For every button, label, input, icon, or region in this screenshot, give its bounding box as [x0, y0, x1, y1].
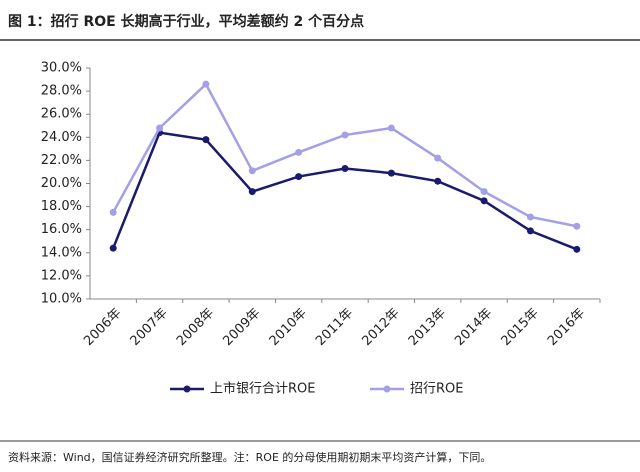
- point: [202, 136, 210, 144]
- point: [526, 213, 534, 221]
- legend-label: 上市银行合计ROE: [210, 381, 315, 397]
- point: [480, 197, 488, 205]
- point: [295, 148, 303, 156]
- point: [526, 227, 534, 235]
- source-note: 资料来源：Wind，国信证券经济研究所整理。注：ROE 的分母使用期初期末平均资…: [8, 450, 491, 464]
- point: [573, 245, 581, 253]
- y-tick-label: 16.0%: [41, 222, 82, 237]
- chart-title: 图 1：招行 ROE 长期高于行业，平均差额约 2 个百分点: [8, 13, 364, 30]
- x-tick-label: 2010年: [267, 306, 310, 349]
- point: [156, 124, 164, 132]
- x-tick-label: 2011年: [313, 306, 356, 349]
- point: [480, 188, 488, 196]
- x-tick-label: 2007年: [128, 306, 171, 349]
- point: [202, 80, 210, 88]
- point: [341, 131, 349, 139]
- x-tick-label: 2014年: [452, 306, 495, 349]
- series-line: [112, 82, 578, 228]
- y-tick-label: 14.0%: [41, 245, 82, 260]
- series-line: [112, 131, 578, 251]
- point: [248, 188, 256, 196]
- y-tick-label: 10.0%: [41, 292, 82, 307]
- legend-label: 招行ROE: [410, 382, 463, 397]
- point: [387, 124, 395, 132]
- point: [295, 173, 303, 181]
- y-tick-label: 12.0%: [41, 268, 82, 283]
- legend-marker: [383, 385, 391, 393]
- point: [434, 177, 442, 185]
- y-tick-label: 22.0%: [41, 153, 82, 168]
- legend-marker: [183, 385, 191, 393]
- point: [341, 164, 349, 172]
- y-tick-label: 26.0%: [41, 107, 82, 122]
- point: [573, 222, 581, 230]
- x-tick-label: 2012年: [359, 306, 402, 349]
- x-tick-label: 2006年: [81, 306, 124, 349]
- x-tick-label: 2015年: [499, 306, 542, 349]
- point: [387, 169, 395, 177]
- x-tick-label: 2008年: [174, 306, 217, 349]
- point: [109, 208, 117, 216]
- point: [248, 167, 256, 175]
- y-tick-label: 18.0%: [41, 199, 82, 214]
- x-tick-label: 2016年: [545, 306, 588, 349]
- x-tick-label: 2013年: [406, 306, 449, 349]
- y-tick-label: 24.0%: [41, 130, 82, 145]
- point: [109, 244, 117, 252]
- y-tick-label: 30.0%: [41, 61, 82, 76]
- x-tick-label: 2009年: [220, 306, 263, 349]
- y-tick-label: 28.0%: [41, 84, 82, 99]
- point: [434, 154, 442, 162]
- y-tick-label: 20.0%: [41, 176, 82, 191]
